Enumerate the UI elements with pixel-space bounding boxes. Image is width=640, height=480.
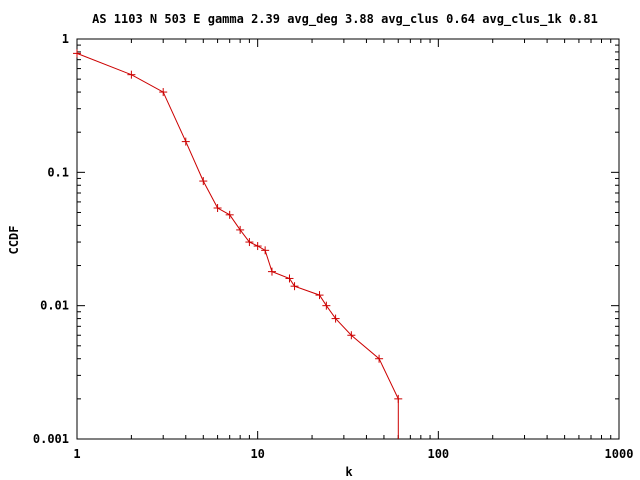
chart-title: AS 1103 N 503 E gamma 2.39 avg_deg 3.88 …	[92, 12, 598, 27]
x-axis-label: k	[345, 465, 353, 479]
data-point-marker	[285, 274, 294, 283]
data-point-marker	[213, 204, 222, 213]
data-point-marker	[73, 49, 81, 58]
series-layer	[73, 49, 403, 439]
plot-area-frame	[76, 38, 620, 440]
x-tick-label: 1	[73, 447, 80, 461]
x-tick-label: 1000	[605, 447, 634, 461]
data-point-marker	[375, 354, 384, 363]
data-point-marker	[253, 242, 262, 251]
y-axis-label: CCDF	[7, 226, 21, 255]
y-axis-ticks: 1 0.1 0.01 0.001	[33, 32, 619, 446]
data-point-marker	[290, 282, 299, 291]
x-axis-ticks: 1 10 100 1000	[73, 39, 633, 461]
y-tick-label: 0.001	[33, 432, 69, 446]
data-point-marker	[347, 331, 356, 340]
y-tick-label: 0.01	[40, 299, 69, 313]
data-point-marker	[199, 177, 208, 186]
y-tick-label: 1	[62, 32, 69, 46]
data-point-marker	[261, 246, 270, 255]
x-tick-label: 10	[250, 447, 264, 461]
data-point-marker	[267, 267, 276, 276]
data-point-marker	[331, 314, 340, 323]
data-point-marker	[159, 88, 168, 97]
data-point-marker	[322, 301, 331, 310]
x-tick-label: 100	[427, 447, 449, 461]
data-point-marker	[245, 238, 254, 247]
data-point-marker	[315, 291, 324, 300]
data-point-marker	[394, 394, 403, 403]
y-tick-label: 0.1	[47, 165, 69, 179]
data-point-marker	[127, 70, 136, 79]
data-point-marker	[225, 210, 234, 219]
data-point-marker	[181, 137, 190, 146]
data-point-marker	[236, 225, 245, 234]
